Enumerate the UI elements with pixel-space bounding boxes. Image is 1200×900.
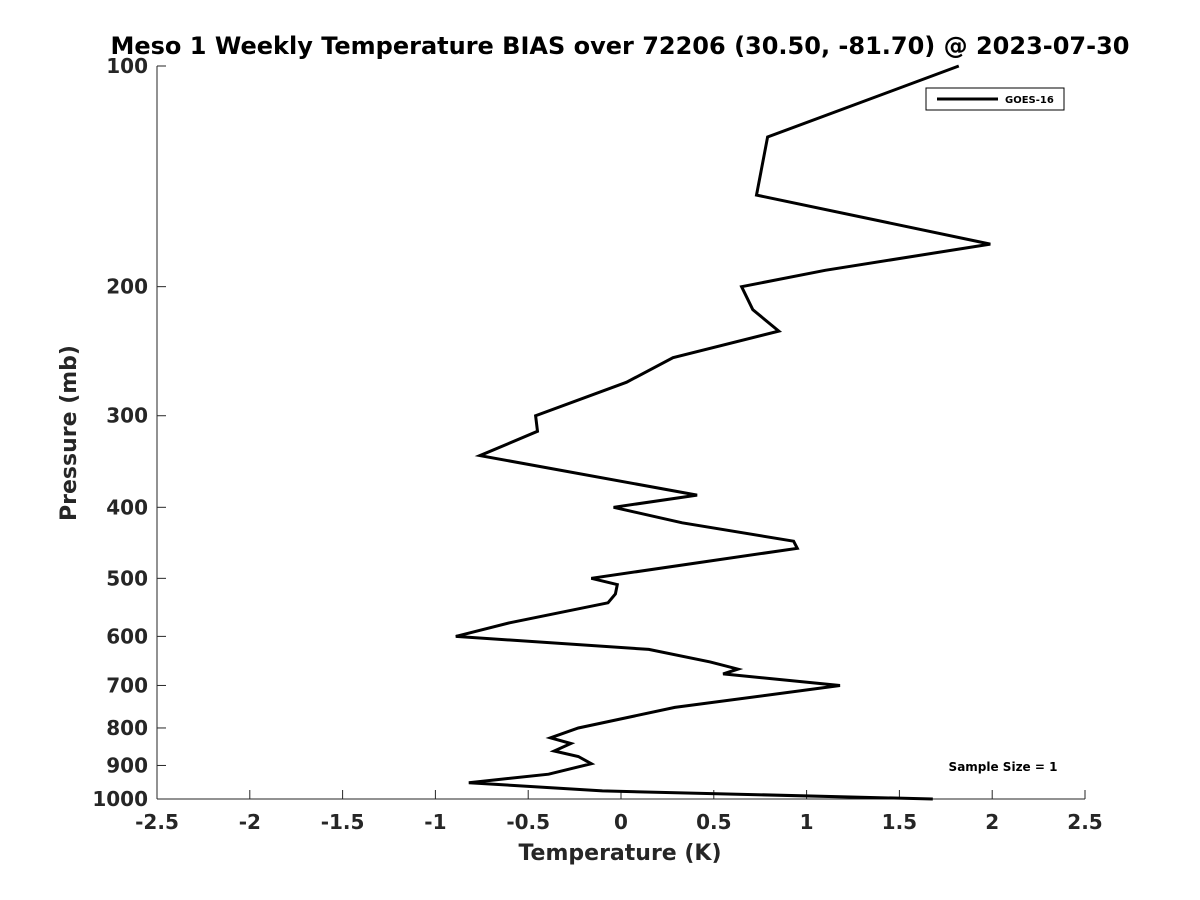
- x-tick-label: -1: [424, 810, 446, 834]
- y-tick-label: 100: [106, 54, 148, 78]
- x-axis-label: Temperature (K): [518, 841, 721, 866]
- chart-title: Meso 1 Weekly Temperature BIAS over 7220…: [110, 32, 1129, 60]
- y-tick-label: 600: [106, 624, 148, 648]
- legend-label-goes-16: GOES-16: [1005, 95, 1054, 106]
- x-tick-label: 1: [800, 810, 814, 834]
- x-axis-ticks: -2.5 -2 -1.5 -1 -0.5 0 0.5 1 1.5 2 2.5: [135, 790, 1103, 834]
- x-tick-label: 1.5: [882, 810, 917, 834]
- x-tick-label: -2.5: [135, 810, 179, 834]
- x-tick-label: 0: [614, 810, 628, 834]
- legend: GOES-16: [925, 87, 1065, 111]
- y-tick-label: 800: [106, 716, 148, 740]
- y-tick-label: 700: [106, 673, 148, 697]
- y-tick-label: 300: [106, 404, 148, 428]
- axes: [156, 66, 1085, 800]
- y-axis-ticks: 100 200 300 400 500 600 700 800 900 1000: [92, 54, 166, 811]
- y-tick-label: 500: [106, 566, 148, 590]
- y-tick-label: 400: [106, 495, 148, 519]
- sample-size-annotation: Sample Size = 1: [949, 760, 1058, 774]
- y-axis-label: Pressure (mb): [57, 345, 82, 521]
- x-tick-label: -1.5: [321, 810, 365, 834]
- x-tick-label: 2: [985, 810, 999, 834]
- y-tick-label: 200: [106, 275, 148, 299]
- x-tick-label: -0.5: [506, 810, 550, 834]
- series-layer: [455, 64, 991, 801]
- series-line-goes-16: [455, 64, 991, 801]
- y-tick-label: 900: [106, 753, 148, 777]
- x-tick-label: 2.5: [1067, 810, 1102, 834]
- y-tick-label: 1000: [92, 787, 148, 811]
- x-tick-label: 0.5: [696, 810, 731, 834]
- x-tick-label: -2: [239, 810, 261, 834]
